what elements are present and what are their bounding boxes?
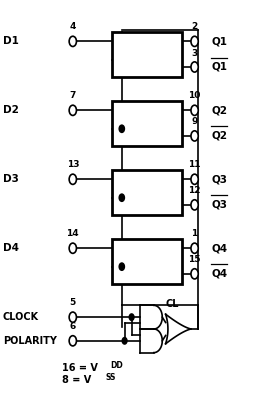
Text: 5: 5	[70, 298, 76, 307]
Text: 2: 2	[192, 22, 198, 31]
Text: 9: 9	[192, 117, 198, 126]
Text: 1: 1	[192, 229, 198, 238]
Text: 4: 4	[70, 22, 76, 31]
Text: Q1: Q1	[211, 36, 227, 46]
Text: Q2: Q2	[211, 131, 227, 141]
Text: 8 = V: 8 = V	[62, 375, 91, 385]
Text: DD: DD	[111, 361, 123, 370]
Circle shape	[191, 131, 198, 141]
Circle shape	[191, 200, 198, 210]
Circle shape	[69, 174, 76, 184]
Circle shape	[69, 105, 76, 115]
Circle shape	[191, 243, 198, 253]
Text: D2: D2	[3, 105, 19, 115]
Circle shape	[191, 174, 198, 184]
Text: POLARITY: POLARITY	[3, 336, 57, 346]
Text: SS: SS	[105, 373, 115, 382]
Circle shape	[69, 312, 76, 322]
Text: 15: 15	[188, 255, 201, 264]
Circle shape	[69, 36, 76, 46]
Text: 12: 12	[188, 186, 201, 195]
Bar	[112, 169, 182, 215]
Text: Q2: Q2	[211, 105, 227, 115]
Text: Q3: Q3	[211, 174, 227, 184]
Circle shape	[191, 62, 198, 72]
Text: Q4: Q4	[211, 243, 228, 253]
Text: Q3: Q3	[211, 200, 227, 210]
Text: D1: D1	[3, 36, 19, 46]
Text: 13: 13	[67, 160, 79, 169]
Text: 7: 7	[70, 91, 76, 100]
Circle shape	[119, 263, 124, 270]
Text: CLOCK: CLOCK	[3, 312, 39, 322]
Text: 6: 6	[70, 322, 76, 331]
Text: 11: 11	[188, 160, 201, 169]
Text: D4: D4	[3, 243, 19, 253]
Circle shape	[69, 336, 76, 346]
Text: D3: D3	[3, 174, 19, 184]
Text: Q1: Q1	[211, 62, 227, 72]
Bar	[112, 32, 182, 77]
Text: Q4: Q4	[211, 269, 228, 279]
Circle shape	[191, 105, 198, 115]
Bar	[112, 100, 182, 146]
Text: 16 = V: 16 = V	[62, 363, 97, 374]
Text: 14: 14	[66, 229, 79, 238]
Circle shape	[191, 36, 198, 46]
Bar	[112, 239, 182, 284]
Circle shape	[69, 243, 76, 253]
Circle shape	[122, 338, 127, 344]
Circle shape	[191, 269, 198, 279]
Text: 3: 3	[192, 48, 198, 58]
Text: CL: CL	[165, 299, 179, 310]
Circle shape	[119, 125, 124, 132]
Circle shape	[119, 194, 124, 201]
Circle shape	[129, 314, 134, 320]
Text: 10: 10	[188, 91, 201, 100]
